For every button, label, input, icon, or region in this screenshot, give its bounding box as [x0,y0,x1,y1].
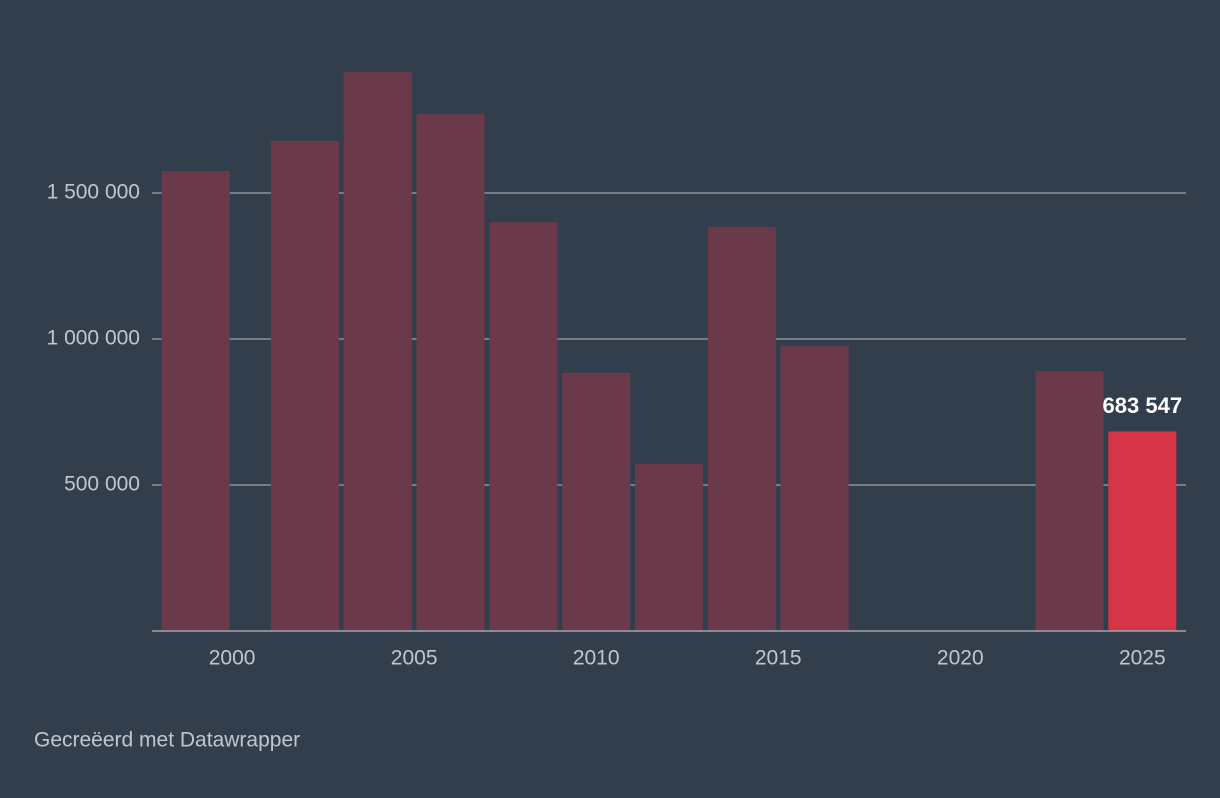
y-tick-label: 1 500 000 [47,181,140,204]
bar [635,463,703,631]
value-label: 683 547 [1103,393,1183,418]
x-tick-label: 2025 [1119,647,1166,670]
source: Gecreëerd met Datawrapper [34,729,300,752]
bar [161,171,230,631]
bar [1035,371,1104,631]
x-tick-label: 2000 [209,647,256,670]
x-tick-label: 2020 [937,647,984,670]
x-tick-label: 2010 [573,647,620,670]
bar [780,346,849,631]
bar [343,72,412,631]
y-tick-label: 500 000 [64,473,140,496]
y-tick-label: 1 000 000 [47,327,140,350]
bar [707,226,776,631]
bar [270,141,339,632]
bar [562,372,631,631]
bar [489,222,558,631]
x-tick-label: 2015 [755,647,802,670]
bar [416,114,485,631]
x-tick-label: 2005 [391,647,438,670]
bar [1108,431,1177,631]
